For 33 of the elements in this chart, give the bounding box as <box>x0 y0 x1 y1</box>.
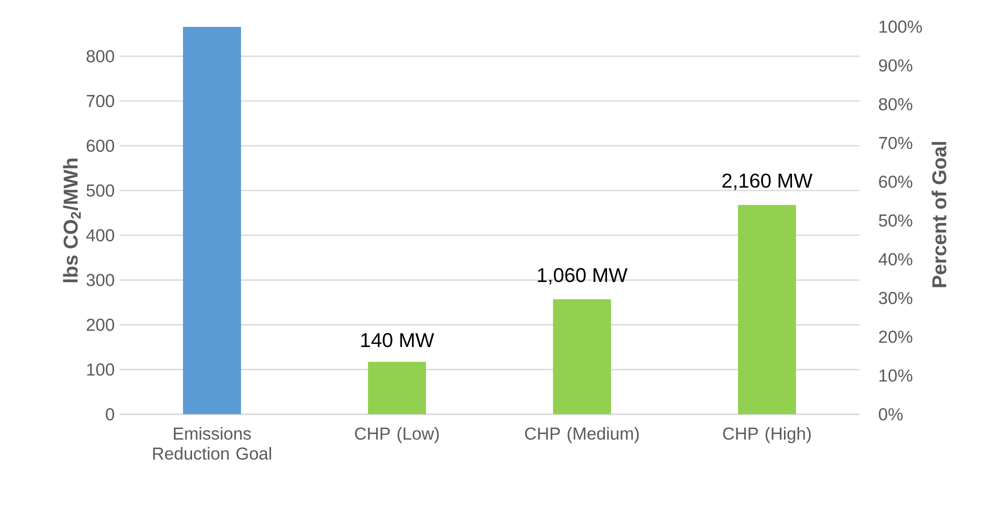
y-axis-title: lbs CO$_{2}$/MWh <box>63 158 81 282</box>
annotation: 1,060 MW <box>538 268 628 285</box>
y2-tick-label: 40% <box>878 253 912 266</box>
y-tick-label: 100 <box>87 363 114 376</box>
y2-tick-label: 20% <box>879 330 912 343</box>
bar <box>552 299 611 414</box>
bar <box>183 26 241 414</box>
y2-tick-label: 0% <box>878 408 903 420</box>
x-tick-label: CHP (High) <box>723 426 811 444</box>
y-tick-label: 200 <box>86 318 114 331</box>
y-tick-label: 500 <box>86 184 114 197</box>
y2-tick-label: 70% <box>879 136 912 150</box>
y2-tick-label: 10% <box>880 369 912 382</box>
y-tick-label: 300 <box>86 274 114 286</box>
y-tick-label: 600 <box>86 140 114 152</box>
y2-axis-title: Percent of Goal <box>932 142 946 288</box>
annotation: 140 MW <box>361 333 434 348</box>
y-tick-label: 0 <box>106 408 114 420</box>
x-tick-label: Emissions Reduction Goal <box>153 426 272 460</box>
annotation: 2,160 MW <box>722 174 812 190</box>
y2-tick-label: 80% <box>878 98 912 110</box>
y-tick-label: 800 <box>86 50 114 62</box>
y2-tick-label: 50% <box>878 214 912 227</box>
y2-tick-label: 60% <box>879 176 912 188</box>
y2-tick-label: 30% <box>878 292 912 304</box>
bar <box>738 204 796 414</box>
y-tick-label: 400 <box>86 229 114 242</box>
bar <box>368 362 426 414</box>
y-tick-label: 700 <box>86 94 114 108</box>
x-tick-label: CHP (Medium) <box>525 426 639 444</box>
y2-tick-label: 100% <box>880 20 922 33</box>
y2-tick-label: 90% <box>879 59 912 72</box>
x-tick-label: CHP (Low) <box>355 426 439 444</box>
